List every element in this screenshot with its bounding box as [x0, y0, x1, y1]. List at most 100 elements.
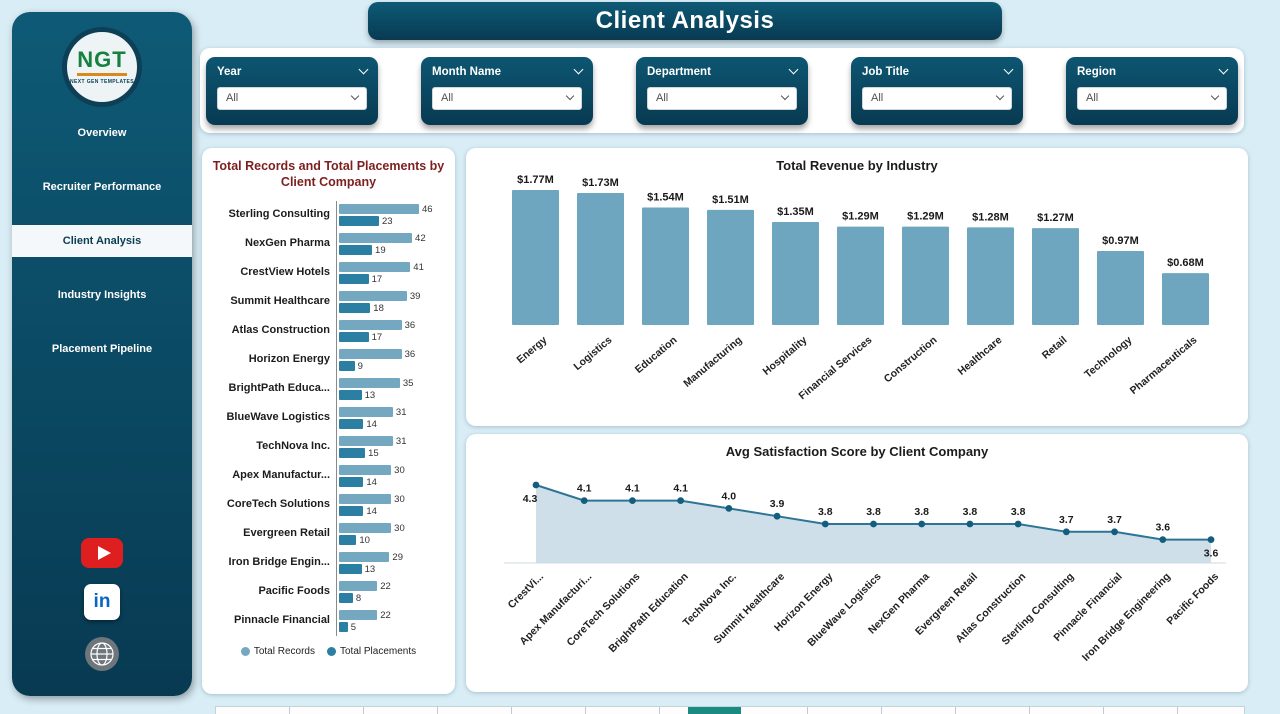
sidebar-item-placement-pipeline[interactable]: Placement Pipeline [51, 343, 153, 355]
data-point-marker[interactable] [821, 520, 829, 528]
chevron-down-icon[interactable] [565, 91, 575, 101]
revenue-bar[interactable] [902, 226, 949, 325]
total-records-bar[interactable] [339, 552, 390, 562]
total-records-bar[interactable] [339, 465, 392, 475]
revenue-bar[interactable] [642, 207, 689, 325]
data-point-marker[interactable] [1062, 528, 1070, 536]
total-records-bar[interactable] [339, 581, 378, 591]
filter-label: Year [217, 65, 242, 78]
data-point-marker[interactable] [1159, 536, 1167, 543]
hbar-row: Apex Manufactur... 30 14 [210, 461, 447, 491]
globe-glyph-icon [85, 637, 119, 671]
sidebar-item-client-analysis[interactable]: Client Analysis [12, 225, 192, 257]
revenue-bar[interactable] [772, 222, 819, 325]
total-placements-bar[interactable] [339, 274, 369, 284]
sidebar-item-industry-insights[interactable]: Industry Insights [57, 289, 147, 301]
data-point-marker[interactable] [1111, 528, 1118, 536]
total-placements-bar[interactable] [339, 419, 364, 429]
data-point-marker[interactable] [918, 520, 926, 528]
total-placements-bar[interactable] [339, 535, 357, 545]
region-dropdown[interactable]: All [1077, 86, 1227, 110]
x-axis-label: Pacific Foods [1164, 571, 1221, 628]
data-point-marker[interactable] [966, 520, 974, 528]
bar-value-label: 36 [404, 348, 416, 360]
hbar-category-label: TechNova Inc. [256, 441, 330, 453]
total-records-bar[interactable] [339, 407, 393, 417]
chevron-down-icon[interactable] [788, 64, 799, 75]
total-records-bar[interactable] [339, 204, 419, 214]
revenue-bar[interactable] [1032, 228, 1079, 325]
hbar-row: CoreTech Solutions 30 14 [210, 490, 447, 520]
total-placements-bar[interactable] [339, 361, 355, 371]
total-placements-bar[interactable] [339, 245, 373, 255]
total-records-bar[interactable] [339, 494, 392, 504]
year-dropdown[interactable]: All [217, 86, 367, 110]
chevron-down-icon[interactable] [1218, 64, 1229, 75]
bar-value-label: 22 [380, 609, 391, 621]
total-placements-bar[interactable] [339, 390, 362, 400]
data-point-marker[interactable] [773, 512, 781, 520]
hbar-bars: 30 14 [336, 490, 447, 520]
linkedin-icon[interactable]: in [84, 584, 120, 620]
x-axis-label: Pharmaceuticals [1128, 334, 1200, 397]
total-records-bar[interactable] [339, 349, 402, 359]
total-records-bar[interactable] [339, 262, 411, 272]
chevron-down-icon[interactable] [780, 91, 790, 101]
data-point-marker[interactable] [580, 497, 588, 504]
total-placements-bar[interactable] [339, 564, 362, 574]
youtube-icon[interactable] [81, 538, 123, 568]
hbar-category-label: Evergreen Retail [243, 528, 330, 540]
hbar-bars: 22 5 [336, 606, 447, 636]
chevron-down-icon[interactable] [573, 64, 584, 75]
hbar-category-label: Iron Bridge Engin... [228, 557, 330, 569]
x-axis-label: Technology [1082, 334, 1134, 381]
chevron-down-icon[interactable] [995, 91, 1005, 101]
revenue-bar[interactable] [837, 226, 884, 325]
total-records-bar[interactable] [339, 378, 400, 388]
chevron-down-icon[interactable] [1210, 91, 1220, 101]
total-placements-bar[interactable] [339, 448, 366, 458]
total-records-bar[interactable] [339, 233, 413, 243]
data-point-marker[interactable] [870, 520, 877, 528]
sidebar-item-overview[interactable]: Overview [77, 127, 127, 139]
chevron-down-icon[interactable] [1003, 64, 1014, 75]
department-dropdown[interactable]: All [647, 86, 797, 110]
data-point-marker[interactable] [1014, 520, 1022, 528]
data-point-marker[interactable] [725, 505, 733, 512]
chart-title: Avg Satisfaction Score by Client Company [725, 444, 989, 459]
total-placements-bar[interactable] [339, 593, 353, 603]
total-placements-bar[interactable] [339, 303, 371, 313]
sidebar-item-recruiter-performance[interactable]: Recruiter Performance [42, 181, 162, 193]
job-title-dropdown[interactable]: All [862, 86, 1012, 110]
data-point-marker[interactable] [629, 497, 636, 504]
total-placements-bar[interactable] [339, 332, 369, 342]
total-records-bar[interactable] [339, 436, 393, 446]
total-records-bar[interactable] [339, 320, 402, 330]
revenue-bar[interactable] [512, 190, 559, 325]
total-records-bar[interactable] [339, 610, 378, 620]
data-point-marker[interactable] [1207, 536, 1215, 543]
point-value-label: 3.6 [1204, 548, 1219, 560]
total-records-bar[interactable] [339, 291, 407, 301]
hbar-row: Pacific Foods 22 8 [210, 577, 447, 607]
total-placements-bar[interactable] [339, 622, 348, 632]
point-value-label: 4.0 [722, 490, 737, 502]
total-records-bar[interactable] [339, 523, 392, 533]
data-point-marker[interactable] [677, 497, 685, 504]
bar-value-label: 46 [422, 203, 433, 215]
revenue-bar[interactable] [967, 227, 1014, 325]
x-axis-label: Construction [882, 334, 940, 385]
revenue-bar[interactable] [707, 209, 754, 325]
revenue-bar[interactable] [1097, 251, 1144, 325]
revenue-bar[interactable] [1162, 273, 1209, 325]
data-point-marker[interactable] [532, 481, 540, 489]
chevron-down-icon[interactable] [350, 91, 360, 101]
total-placements-bar[interactable] [339, 506, 364, 516]
chevron-down-icon[interactable] [358, 64, 369, 75]
month-name-dropdown[interactable]: All [432, 86, 582, 110]
revenue-bar[interactable] [577, 193, 624, 325]
youtube-play-icon [81, 538, 123, 568]
total-placements-bar[interactable] [339, 216, 379, 226]
globe-icon[interactable] [84, 636, 120, 672]
total-placements-bar[interactable] [339, 477, 364, 487]
